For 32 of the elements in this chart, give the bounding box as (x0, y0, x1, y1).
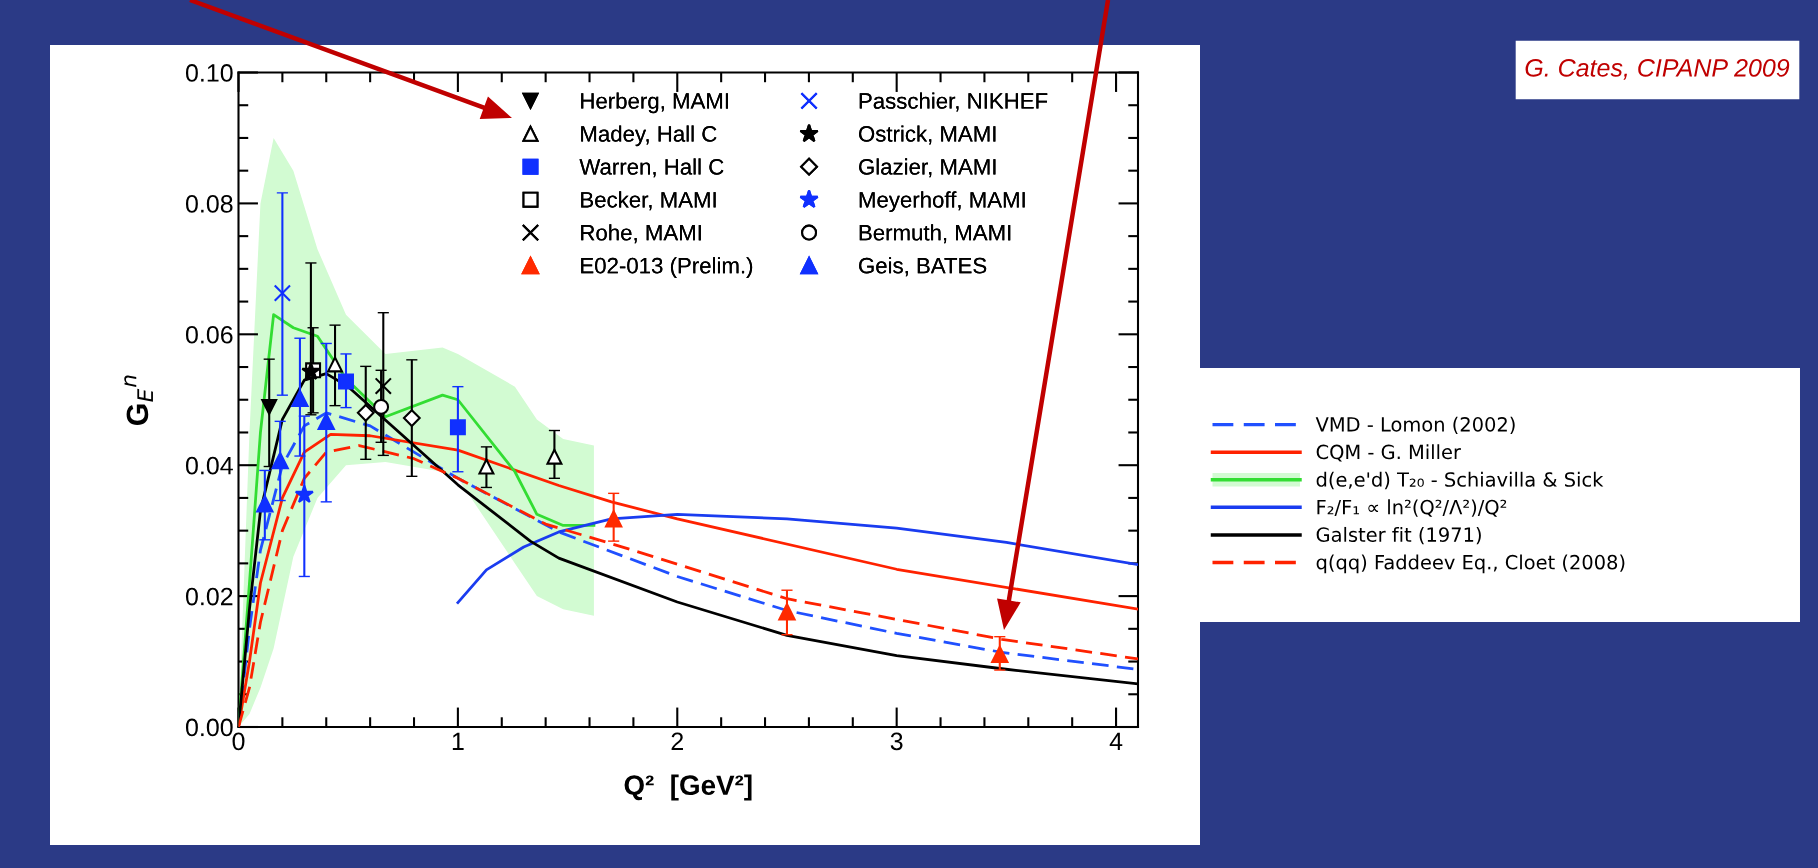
legend-label: q(qq) Faddeev Eq., Cloet (2008) (1316, 554, 1625, 574)
y-tick-label: 0.04 (185, 456, 233, 475)
text: G. Cates, CIPANP 2009 (1525, 59, 1790, 80)
legend-label: Bermuth, MAMI (859, 224, 1011, 244)
legend-label: Glazier, MAMI (859, 158, 996, 178)
y-tick-label: 0.00 (185, 718, 233, 737)
y-tick-label: 0.06 (185, 325, 233, 344)
legend-label: Meyerhoff, MAMI (859, 191, 1025, 213)
legend-label: Passchier, NIKHEF (859, 92, 1048, 112)
y-axis-title: G$_{E}$$^{n}$ (124, 375, 153, 426)
legend-label: Ostrick, MAMI (859, 125, 996, 145)
legend-label: E02-013 (Prelim.) (581, 257, 753, 278)
x-tick-label: 2 (671, 732, 683, 750)
x-tick-label: 0 (232, 732, 245, 751)
legend-label: Galster fit (1971) (1316, 526, 1481, 545)
x-tick-label: 3 (890, 732, 903, 751)
legend-label: d(e,e'd) T₂₀ - Schiavilla & Sick (1316, 471, 1604, 490)
legend-label: Rohe, MAMI (581, 224, 701, 244)
x-tick-label: 4 (1109, 732, 1123, 750)
legend-label: VMD - Lomon (2002) (1315, 416, 1515, 435)
y-tick-label: 0.08 (185, 195, 233, 213)
legend-label: Geis, BATES (859, 257, 987, 277)
legend-label: Warren, Hall C (579, 158, 724, 178)
x-tick-label: 1 (452, 732, 464, 750)
x-axis-title: Q² [GeV²] (624, 774, 752, 801)
legend-label: Herberg, MAMI (581, 92, 728, 114)
legend-label: F₂/F₁ ∝ ln²(Q²/Λ²)/Q² (1317, 499, 1507, 517)
legend-label: Becker, MAMI (581, 191, 716, 211)
legend-label: CQM - G. Miller (1316, 444, 1461, 462)
legend-label: Madey, Hall C (581, 125, 717, 147)
y-tick-label: 0.10 (185, 64, 233, 82)
y-tick-label: 0.02 (185, 587, 233, 606)
